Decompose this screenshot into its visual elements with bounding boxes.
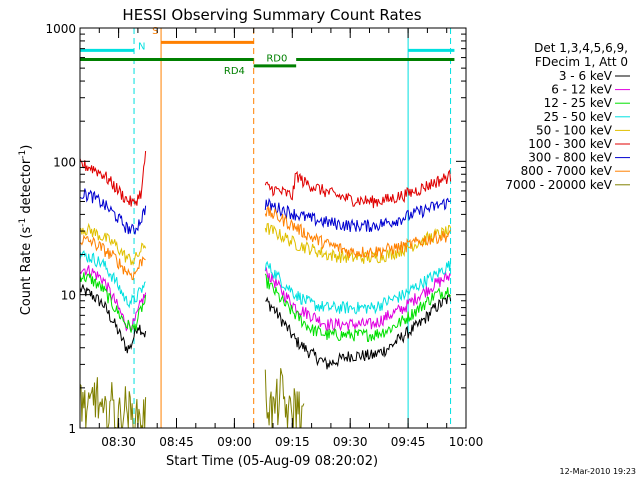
series-line-9-a xyxy=(79,377,147,429)
axes: 1 10 100 1000 08:30 08:45 09:00 09:15 09:30 09:45… xyxy=(45,22,483,449)
legend-label-6: 100 - 300 keV xyxy=(528,137,612,151)
annotation-rd4: RD4 xyxy=(224,66,245,77)
legend-label-3: 12 - 25 keV xyxy=(544,96,613,110)
chart-title: HESSI Observing Summary Count Rates xyxy=(122,6,421,24)
x-tick-label: 08:30 xyxy=(101,435,136,449)
series-line-9-b xyxy=(264,368,305,429)
series-line-1-a xyxy=(79,284,147,354)
series-1 xyxy=(79,284,452,370)
x-axis-title: Start Time (05-Aug-09 08:20:02) xyxy=(166,454,378,469)
footer-timestamp: 12-Mar-2010 19:23 xyxy=(560,467,637,476)
y-axis-title: Count Rate (s-1 detector-1) xyxy=(18,145,34,316)
series-7 xyxy=(79,188,451,235)
x-tick-label: 08:45 xyxy=(159,435,194,449)
series-line-6-b xyxy=(264,169,452,209)
series-line-7-b xyxy=(264,197,451,233)
legend: Det 1,3,4,5,6,9, FDecim 1, Att 0 3 - 6 k… xyxy=(505,41,630,192)
legend-label-9: 7000 - 20000 keV xyxy=(505,178,612,192)
legend-label-1: 3 - 6 keV xyxy=(559,69,613,83)
legend-label-2: 6 - 12 keV xyxy=(551,83,613,97)
y-axis-label: Count Rate (s-1 detector-1) xyxy=(18,145,34,316)
series-9 xyxy=(79,368,305,429)
series-2 xyxy=(79,265,451,333)
y-tick-label: 100 xyxy=(53,155,76,169)
y-tick-label: 10 xyxy=(61,289,76,303)
series-line-3-b xyxy=(264,273,451,343)
x-tick-label: 10:00 xyxy=(449,435,484,449)
legend-label-8: 800 - 7000 keV xyxy=(521,164,613,178)
series-line-1-b xyxy=(265,294,452,370)
series-line-7-a xyxy=(79,188,147,235)
series-line-4-b xyxy=(264,258,452,315)
annotation-s: S xyxy=(152,26,158,37)
x-tick-label: 09:15 xyxy=(275,435,310,449)
legend-label-5: 50 - 100 keV xyxy=(536,123,613,137)
series-8 xyxy=(79,205,452,281)
plot-area: NS RD0 RD4 xyxy=(79,26,455,429)
x-tick-label: 09:30 xyxy=(333,435,368,449)
series-line-2-b xyxy=(264,267,451,332)
series-line-4-a xyxy=(79,250,146,309)
x-axis-label: Start Time (05-Aug-09 08:20:02) xyxy=(166,454,378,469)
series-line-8-a xyxy=(79,234,146,281)
legend-header-detectors: Det 1,3,4,5,6,9, xyxy=(534,41,628,55)
series-4 xyxy=(79,250,452,315)
series-line-6-a xyxy=(79,150,147,207)
legend-label-7: 300 - 800 keV xyxy=(528,151,612,165)
series-line-3-a xyxy=(79,272,147,333)
annotation-n: N xyxy=(138,41,145,52)
legend-header-decim: FDecim 1, Att 0 xyxy=(535,55,628,69)
x-tick-label: 09:00 xyxy=(217,435,252,449)
series-3 xyxy=(79,272,451,343)
annotation-rd0: RD0 xyxy=(266,54,287,65)
y-tick-label: 1 xyxy=(68,422,76,436)
legend-label-4: 25 - 50 keV xyxy=(544,110,613,124)
series-line-5-a xyxy=(79,222,147,266)
series-line-8-b xyxy=(264,205,452,259)
y-tick-label: 1000 xyxy=(45,22,76,36)
series-6 xyxy=(79,150,452,209)
x-tick-label: 09:45 xyxy=(391,435,426,449)
